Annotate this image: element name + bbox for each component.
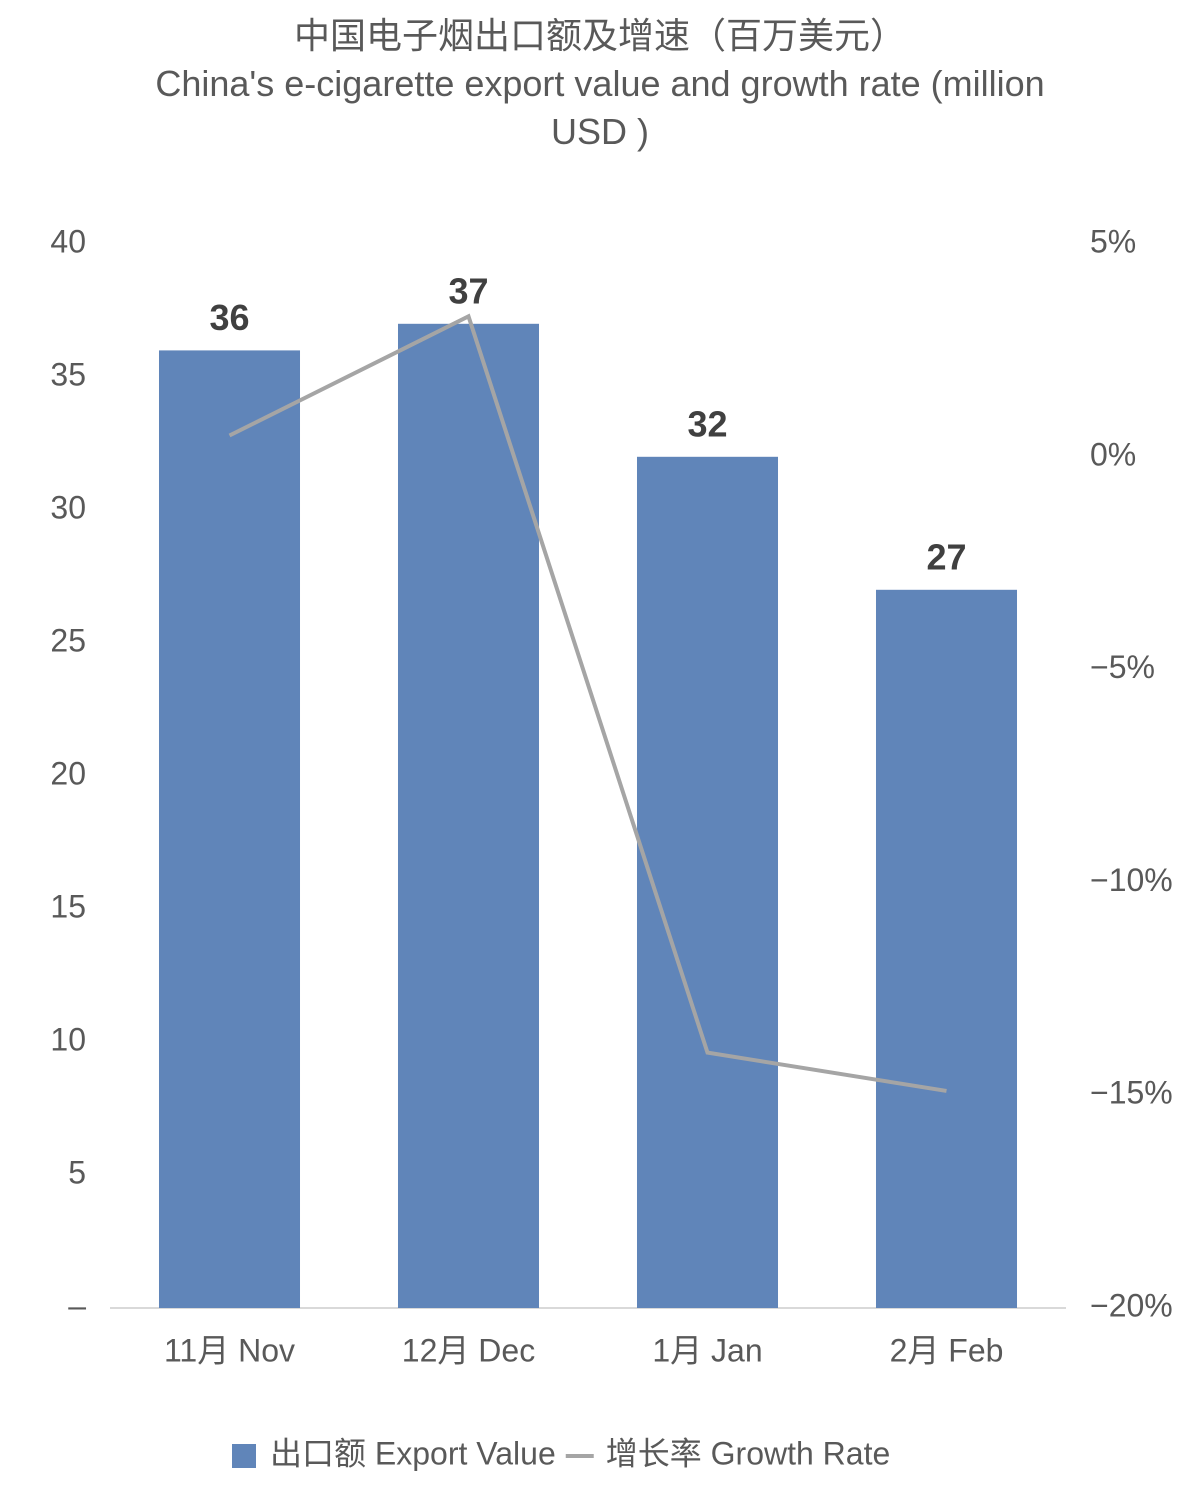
legend-label: 增长率 Growth Rate — [606, 1435, 891, 1471]
y2-tick-label: 5% — [1090, 223, 1136, 259]
value-label: 36 — [209, 297, 249, 338]
value-label: 32 — [687, 403, 727, 444]
y-tick-label: 5 — [68, 1154, 86, 1190]
bar — [158, 350, 301, 1308]
y2-tick-label: −20% — [1090, 1287, 1173, 1323]
x-tick-label: 2月 Feb — [890, 1332, 1004, 1368]
bar — [397, 323, 540, 1308]
titles: 中国电子烟出口额及增速（百万美元） China's e-cigarette ex… — [150, 12, 1050, 156]
y-tick-label: 25 — [50, 622, 86, 658]
value-label: 37 — [448, 270, 488, 311]
value-label: 27 — [926, 536, 966, 577]
chart-title: 中国电子烟出口额及增速（百万美元） — [293, 15, 906, 56]
chart-subtitle: China's e-cigarette export value and gro… — [155, 63, 1045, 152]
y-tick-label: 40 — [50, 223, 86, 259]
y-tick-label: 15 — [50, 888, 86, 924]
x-tick-label: 11月 Nov — [164, 1332, 295, 1368]
x-tick-label: 1月 Jan — [652, 1332, 762, 1368]
legend-label: 出口额 Export Value — [270, 1435, 556, 1471]
y-tick-label: 35 — [50, 356, 86, 392]
y-tick-label: 30 — [50, 489, 86, 525]
y2-tick-label: −10% — [1090, 862, 1173, 898]
y-tick-label: 10 — [50, 1021, 86, 1057]
y2-tick-label: −15% — [1090, 1075, 1173, 1111]
bar — [875, 589, 1018, 1308]
y2-tick-label: 0% — [1090, 436, 1136, 472]
x-tick-label: 12月 Dec — [402, 1332, 535, 1368]
growth-line — [228, 313, 947, 1093]
legend-swatch — [232, 1444, 256, 1468]
bar — [636, 456, 779, 1308]
y-tick-label: – — [68, 1287, 86, 1323]
y2-tick-label: −5% — [1090, 649, 1155, 685]
y-tick-label: 20 — [50, 755, 86, 791]
